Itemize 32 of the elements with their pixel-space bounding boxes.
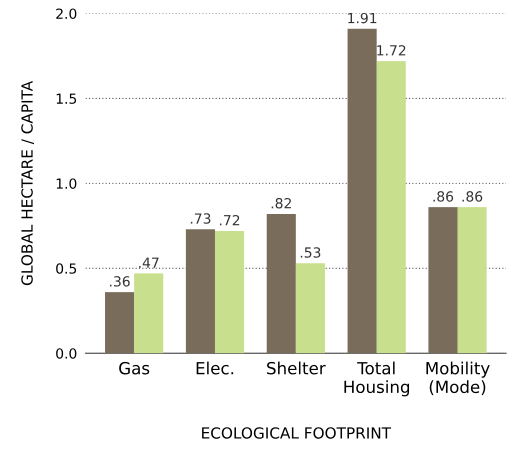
- x-tick-label: Gas: [119, 362, 150, 374]
- bar: [134, 273, 164, 354]
- data-label: .72: [220, 214, 240, 226]
- data-label: .73: [190, 213, 210, 224]
- x-tick-label: Elec.: [196, 362, 234, 374]
- data-label: .53: [300, 247, 320, 258]
- x-tick-label: Mobility (Mode): [426, 362, 490, 396]
- y-tick-label: 1.0: [56, 178, 76, 189]
- y-tick-label: 2.0: [56, 8, 76, 19]
- data-label: .47: [139, 258, 159, 268]
- y-tick-label: 0.5: [56, 263, 76, 274]
- bar: [296, 263, 325, 354]
- x-tick-label: Total Housing: [344, 362, 410, 396]
- data-label: .82: [272, 198, 291, 208]
- bar: [458, 207, 487, 354]
- y-axis-title: GLOBAL HECTARE / CAPITA: [21, 80, 34, 286]
- x-tick-label: Shelter: [267, 362, 326, 374]
- y-tick-label: 0.0: [56, 348, 76, 359]
- data-label: .36: [110, 276, 130, 287]
- data-label: 1.72: [377, 45, 406, 56]
- data-label: 1.91: [348, 12, 376, 24]
- bar: [186, 229, 215, 354]
- data-label: .86: [462, 191, 482, 202]
- y-tick-label: 1.5: [56, 94, 76, 104]
- bar: [376, 61, 406, 354]
- data-label: .86: [433, 191, 454, 202]
- x-axis-title: ECOLOGICAL FOOTPRINT: [202, 427, 392, 439]
- bar: [428, 207, 458, 354]
- bar: [214, 230, 244, 354]
- bar: [266, 214, 296, 354]
- bar: [105, 292, 134, 354]
- bar: [348, 28, 377, 354]
